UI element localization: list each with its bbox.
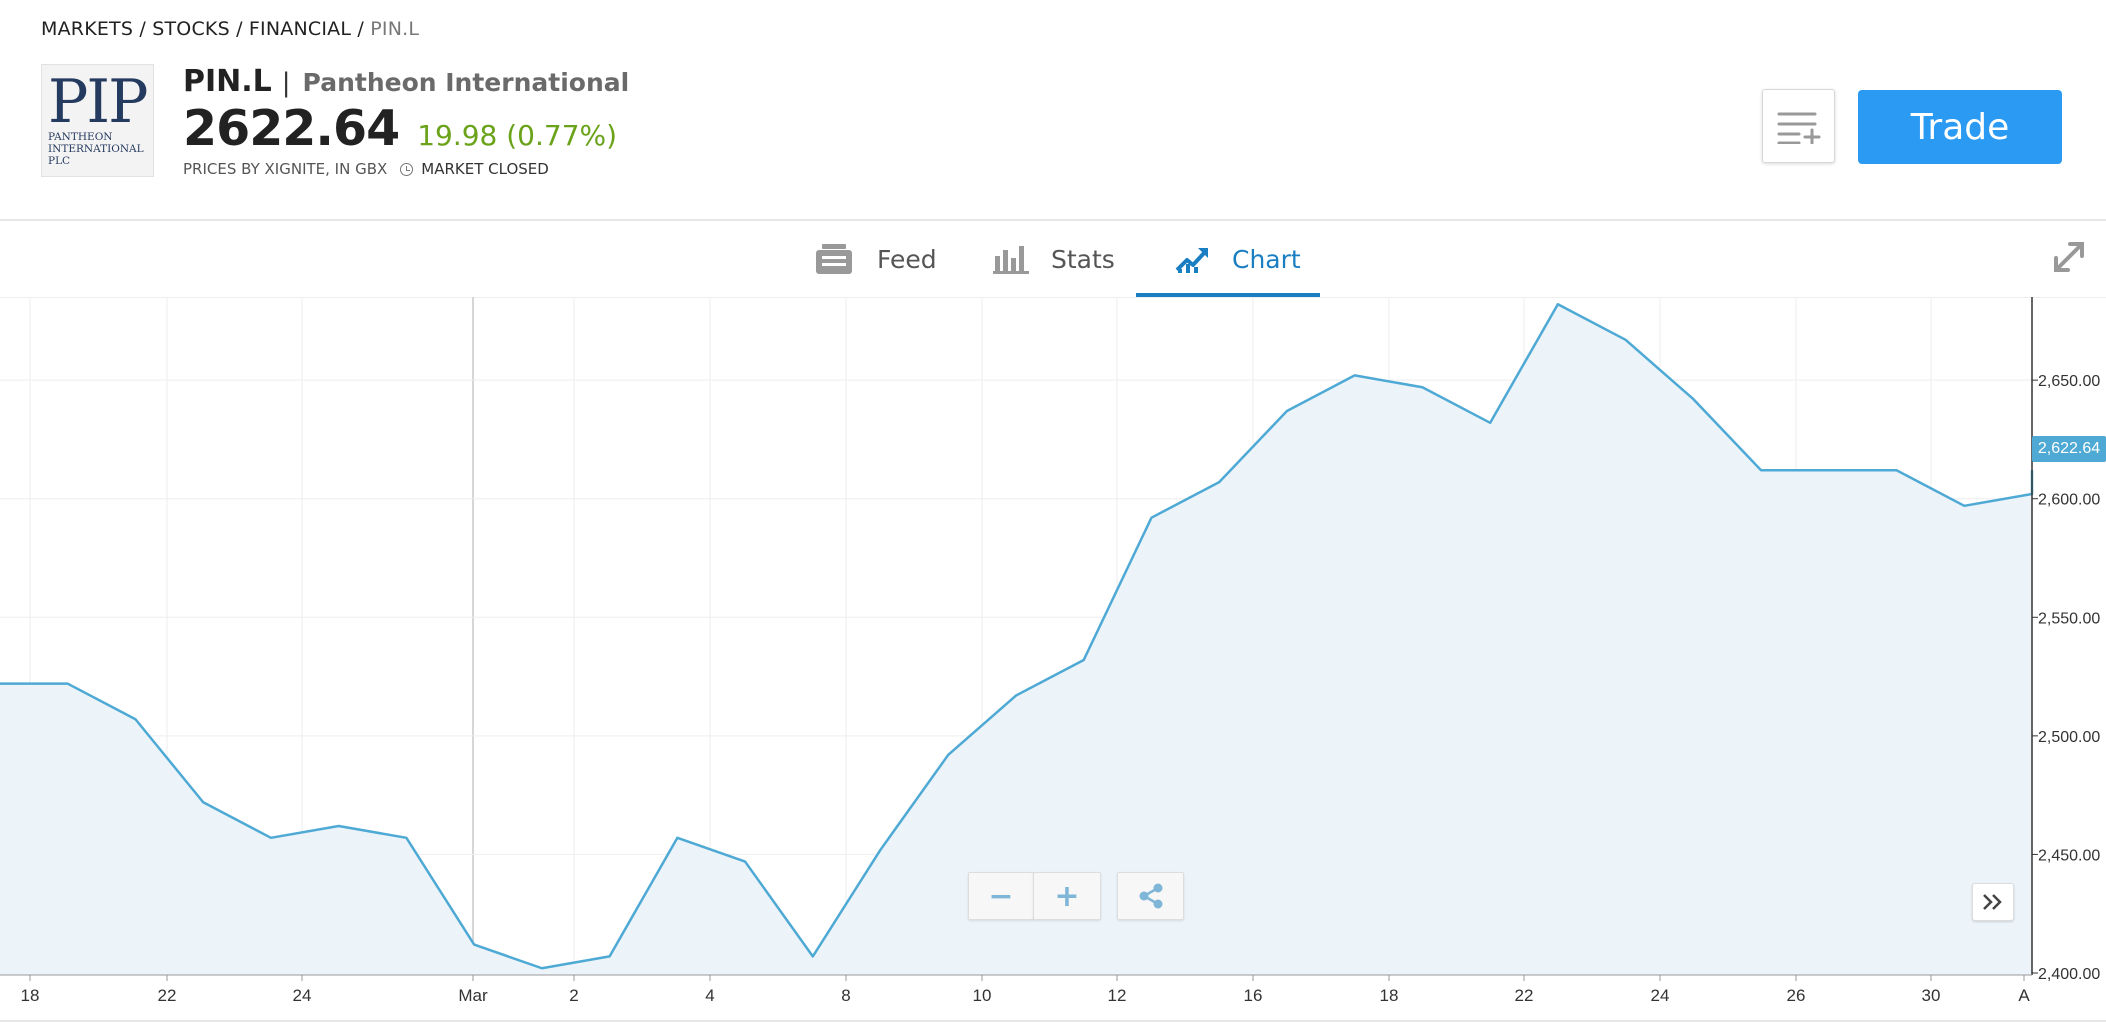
- add-to-list-icon: [1777, 112, 1821, 144]
- tab-chart[interactable]: Chart: [1174, 221, 1301, 297]
- x-tick-label: 18: [1380, 986, 1399, 1005]
- feed-icon: [813, 242, 855, 276]
- tab-feed[interactable]: Feed: [813, 221, 937, 297]
- current-price: 2622.64: [183, 100, 400, 157]
- breadcrumb-financial[interactable]: FINANCIAL: [248, 18, 352, 40]
- y-tick-label: 2,600.00: [2038, 492, 2100, 509]
- logo-subtext: PANTHEON INTERNATIONAL PLC: [48, 131, 144, 167]
- y-tick-label: 2,550.00: [2038, 610, 2100, 627]
- x-tick-label: 30: [1922, 986, 1941, 1005]
- x-tick-label: 4: [705, 986, 714, 1005]
- price-line: [0, 303, 2034, 970]
- chart-icon: [1174, 244, 1210, 274]
- x-tick-label: 10: [973, 986, 992, 1005]
- double-chevron-right-icon: [1983, 894, 2002, 910]
- tab-stats[interactable]: Stats: [993, 221, 1115, 297]
- expand-icon[interactable]: [2052, 240, 2086, 278]
- company-logo: PIP PANTHEON INTERNATIONAL PLC: [41, 64, 154, 177]
- x-tick-label: 24: [1651, 986, 1670, 1005]
- stats-icon: [993, 244, 1029, 274]
- y-tick-label: 2,650.00: [2038, 373, 2100, 390]
- price-source: PRICES BY XIGNITE, IN GBX: [183, 160, 388, 178]
- y-tick-label: 2,500.00: [2038, 729, 2100, 746]
- trade-button[interactable]: Trade: [1858, 90, 2062, 164]
- zoom-in-button[interactable]: +: [1033, 872, 1101, 920]
- x-tick-label: Mar: [458, 986, 488, 1005]
- share-button[interactable]: [1117, 872, 1184, 920]
- tabs-divider: [0, 297, 2106, 298]
- price-area: [0, 304, 2032, 975]
- x-tick-label: 26: [1787, 986, 1806, 1005]
- x-tick-label: A: [2018, 986, 2030, 1005]
- x-tick-label: 24: [293, 986, 312, 1005]
- ticker-symbol: PIN.L: [183, 64, 272, 99]
- header-divider: [0, 219, 2106, 221]
- minus-icon: −: [988, 878, 1014, 914]
- tab-bar: Feed Stats Chart: [0, 221, 2106, 297]
- x-tick-label: 2: [569, 986, 578, 1005]
- active-tab-indicator: [1136, 293, 1320, 297]
- x-tick-label: 12: [1108, 986, 1127, 1005]
- x-tick-label: 22: [158, 986, 177, 1005]
- x-tick-label: 16: [1244, 986, 1263, 1005]
- breadcrumb-markets[interactable]: MARKETS: [41, 18, 134, 40]
- market-status: MARKET CLOSED: [421, 160, 549, 178]
- tab-chart-label: Chart: [1232, 244, 1301, 274]
- price-row: 2622.64 19.98 (0.77%): [183, 100, 617, 157]
- scroll-to-latest-button[interactable]: [1972, 883, 2014, 921]
- logo-text: PIP: [48, 67, 148, 137]
- add-to-watchlist-button[interactable]: [1762, 89, 1835, 163]
- x-tick-label: 8: [841, 986, 850, 1005]
- breadcrumb: MARKETS / STOCKS / FINANCIAL / PIN.L: [41, 18, 420, 40]
- price-chart[interactable]: 2,650.00 2,600.00 2,550.00 2,500.00 2,450.00…: [0, 297, 2106, 1022]
- x-tick-label: 22: [1515, 986, 1534, 1005]
- share-icon: [1139, 883, 1162, 909]
- y-tick-label: 2,450.00: [2038, 847, 2100, 864]
- x-tick-label: 18: [21, 986, 40, 1005]
- instrument-title: PIN.L | Pantheon International: [183, 64, 629, 99]
- breadcrumb-current: PIN.L: [370, 18, 420, 40]
- zoom-out-button[interactable]: −: [968, 872, 1034, 920]
- y-tick-label: 2,400.00: [2038, 966, 2100, 983]
- company-name: Pantheon International: [302, 68, 630, 97]
- title-separator: |: [281, 68, 291, 98]
- plus-icon: +: [1054, 878, 1080, 914]
- clock-icon: [400, 162, 414, 176]
- breadcrumb-stocks[interactable]: STOCKS: [152, 18, 230, 40]
- price-change: 19.98 (0.77%): [417, 119, 618, 152]
- tab-feed-label: Feed: [877, 244, 937, 274]
- price-meta: PRICES BY XIGNITE, IN GBX MARKET CLOSED: [183, 160, 549, 178]
- tab-stats-label: Stats: [1051, 244, 1115, 274]
- last-price-tag: 2,622.64: [2032, 436, 2106, 462]
